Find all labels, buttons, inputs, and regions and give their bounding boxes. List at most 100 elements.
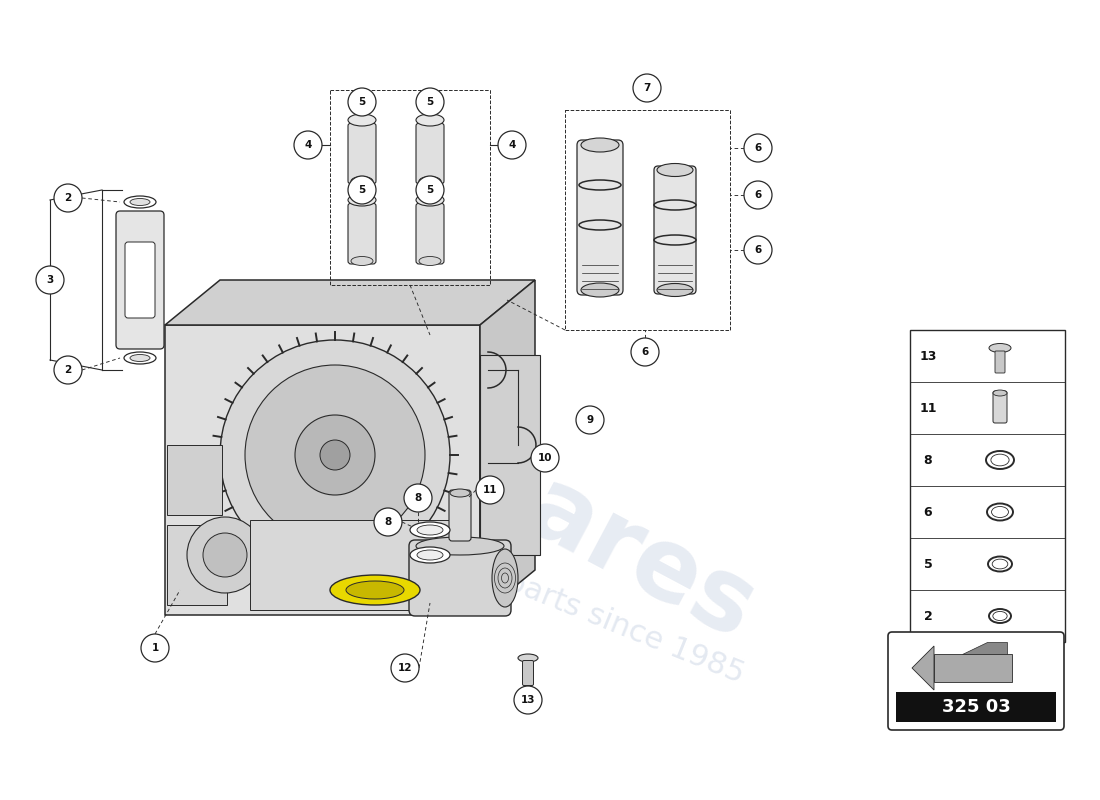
Polygon shape — [934, 654, 1012, 682]
Ellipse shape — [330, 575, 420, 605]
Ellipse shape — [417, 525, 443, 535]
FancyBboxPatch shape — [449, 490, 471, 541]
Circle shape — [576, 406, 604, 434]
Ellipse shape — [348, 194, 376, 206]
Circle shape — [632, 74, 661, 102]
Circle shape — [631, 338, 659, 366]
Circle shape — [54, 184, 82, 212]
Text: 12: 12 — [398, 663, 412, 673]
Circle shape — [220, 340, 450, 570]
FancyBboxPatch shape — [416, 203, 444, 264]
Circle shape — [36, 266, 64, 294]
Bar — [167, 525, 227, 605]
Text: a passionate parts since 1985: a passionate parts since 1985 — [311, 490, 748, 690]
Ellipse shape — [450, 489, 470, 497]
FancyBboxPatch shape — [522, 661, 534, 686]
Circle shape — [294, 131, 322, 159]
Ellipse shape — [130, 354, 150, 362]
Ellipse shape — [993, 390, 1007, 396]
Circle shape — [390, 654, 419, 682]
Text: 3: 3 — [46, 275, 54, 285]
Circle shape — [187, 517, 263, 593]
Bar — [250, 520, 470, 610]
Ellipse shape — [419, 257, 441, 266]
Bar — [565, 110, 730, 330]
Text: eurospares: eurospares — [168, 278, 772, 662]
FancyBboxPatch shape — [993, 391, 1007, 423]
Ellipse shape — [518, 654, 538, 662]
Text: 7: 7 — [644, 83, 651, 93]
Text: 5: 5 — [427, 97, 433, 107]
Circle shape — [416, 176, 444, 204]
Bar — [480, 355, 540, 555]
FancyBboxPatch shape — [578, 140, 623, 295]
Text: 4: 4 — [508, 140, 516, 150]
Text: 13: 13 — [920, 350, 937, 362]
FancyBboxPatch shape — [996, 351, 1005, 373]
Circle shape — [744, 236, 772, 264]
Circle shape — [245, 365, 425, 545]
Bar — [896, 692, 1056, 722]
Circle shape — [204, 533, 248, 577]
FancyBboxPatch shape — [409, 540, 512, 616]
Circle shape — [320, 440, 350, 470]
Bar — [330, 90, 490, 285]
FancyBboxPatch shape — [125, 242, 155, 318]
Text: 5: 5 — [924, 558, 933, 570]
Ellipse shape — [581, 138, 619, 152]
Polygon shape — [962, 642, 1006, 654]
Ellipse shape — [417, 550, 443, 560]
Circle shape — [531, 444, 559, 472]
Ellipse shape — [416, 194, 444, 206]
Text: 5: 5 — [427, 185, 433, 195]
Circle shape — [374, 508, 401, 536]
Circle shape — [348, 176, 376, 204]
Ellipse shape — [989, 343, 1011, 353]
Text: 11: 11 — [483, 485, 497, 495]
Ellipse shape — [492, 549, 518, 607]
Ellipse shape — [410, 522, 450, 538]
Circle shape — [744, 134, 772, 162]
Circle shape — [514, 686, 542, 714]
Bar — [167, 445, 222, 515]
Circle shape — [416, 88, 444, 116]
Text: 6: 6 — [755, 143, 761, 153]
Text: 9: 9 — [586, 415, 594, 425]
Circle shape — [295, 415, 375, 495]
Ellipse shape — [124, 196, 156, 208]
Text: 6: 6 — [755, 245, 761, 255]
FancyBboxPatch shape — [348, 123, 376, 184]
Text: 8: 8 — [384, 517, 392, 527]
Ellipse shape — [419, 177, 441, 186]
Ellipse shape — [410, 547, 450, 563]
Text: 4: 4 — [305, 140, 311, 150]
Ellipse shape — [130, 198, 150, 206]
Ellipse shape — [416, 114, 444, 126]
Text: 13: 13 — [520, 695, 536, 705]
Text: 2: 2 — [65, 193, 72, 203]
Text: 2: 2 — [65, 365, 72, 375]
Text: 6: 6 — [641, 347, 649, 357]
Ellipse shape — [657, 283, 693, 297]
Circle shape — [54, 356, 82, 384]
Bar — [910, 330, 1065, 642]
FancyBboxPatch shape — [348, 203, 376, 264]
Ellipse shape — [346, 581, 404, 599]
FancyBboxPatch shape — [416, 123, 444, 184]
Text: 5: 5 — [359, 185, 365, 195]
Ellipse shape — [416, 537, 504, 555]
Circle shape — [404, 484, 432, 512]
Polygon shape — [912, 646, 934, 690]
Text: 6: 6 — [924, 506, 933, 518]
Polygon shape — [165, 280, 535, 325]
Text: 10: 10 — [538, 453, 552, 463]
Ellipse shape — [581, 283, 619, 297]
Circle shape — [141, 634, 169, 662]
Text: 325 03: 325 03 — [942, 698, 1011, 716]
Circle shape — [348, 88, 376, 116]
Circle shape — [744, 181, 772, 209]
Ellipse shape — [351, 257, 373, 266]
Text: 8: 8 — [924, 454, 933, 466]
Circle shape — [476, 476, 504, 504]
Text: 11: 11 — [920, 402, 937, 414]
